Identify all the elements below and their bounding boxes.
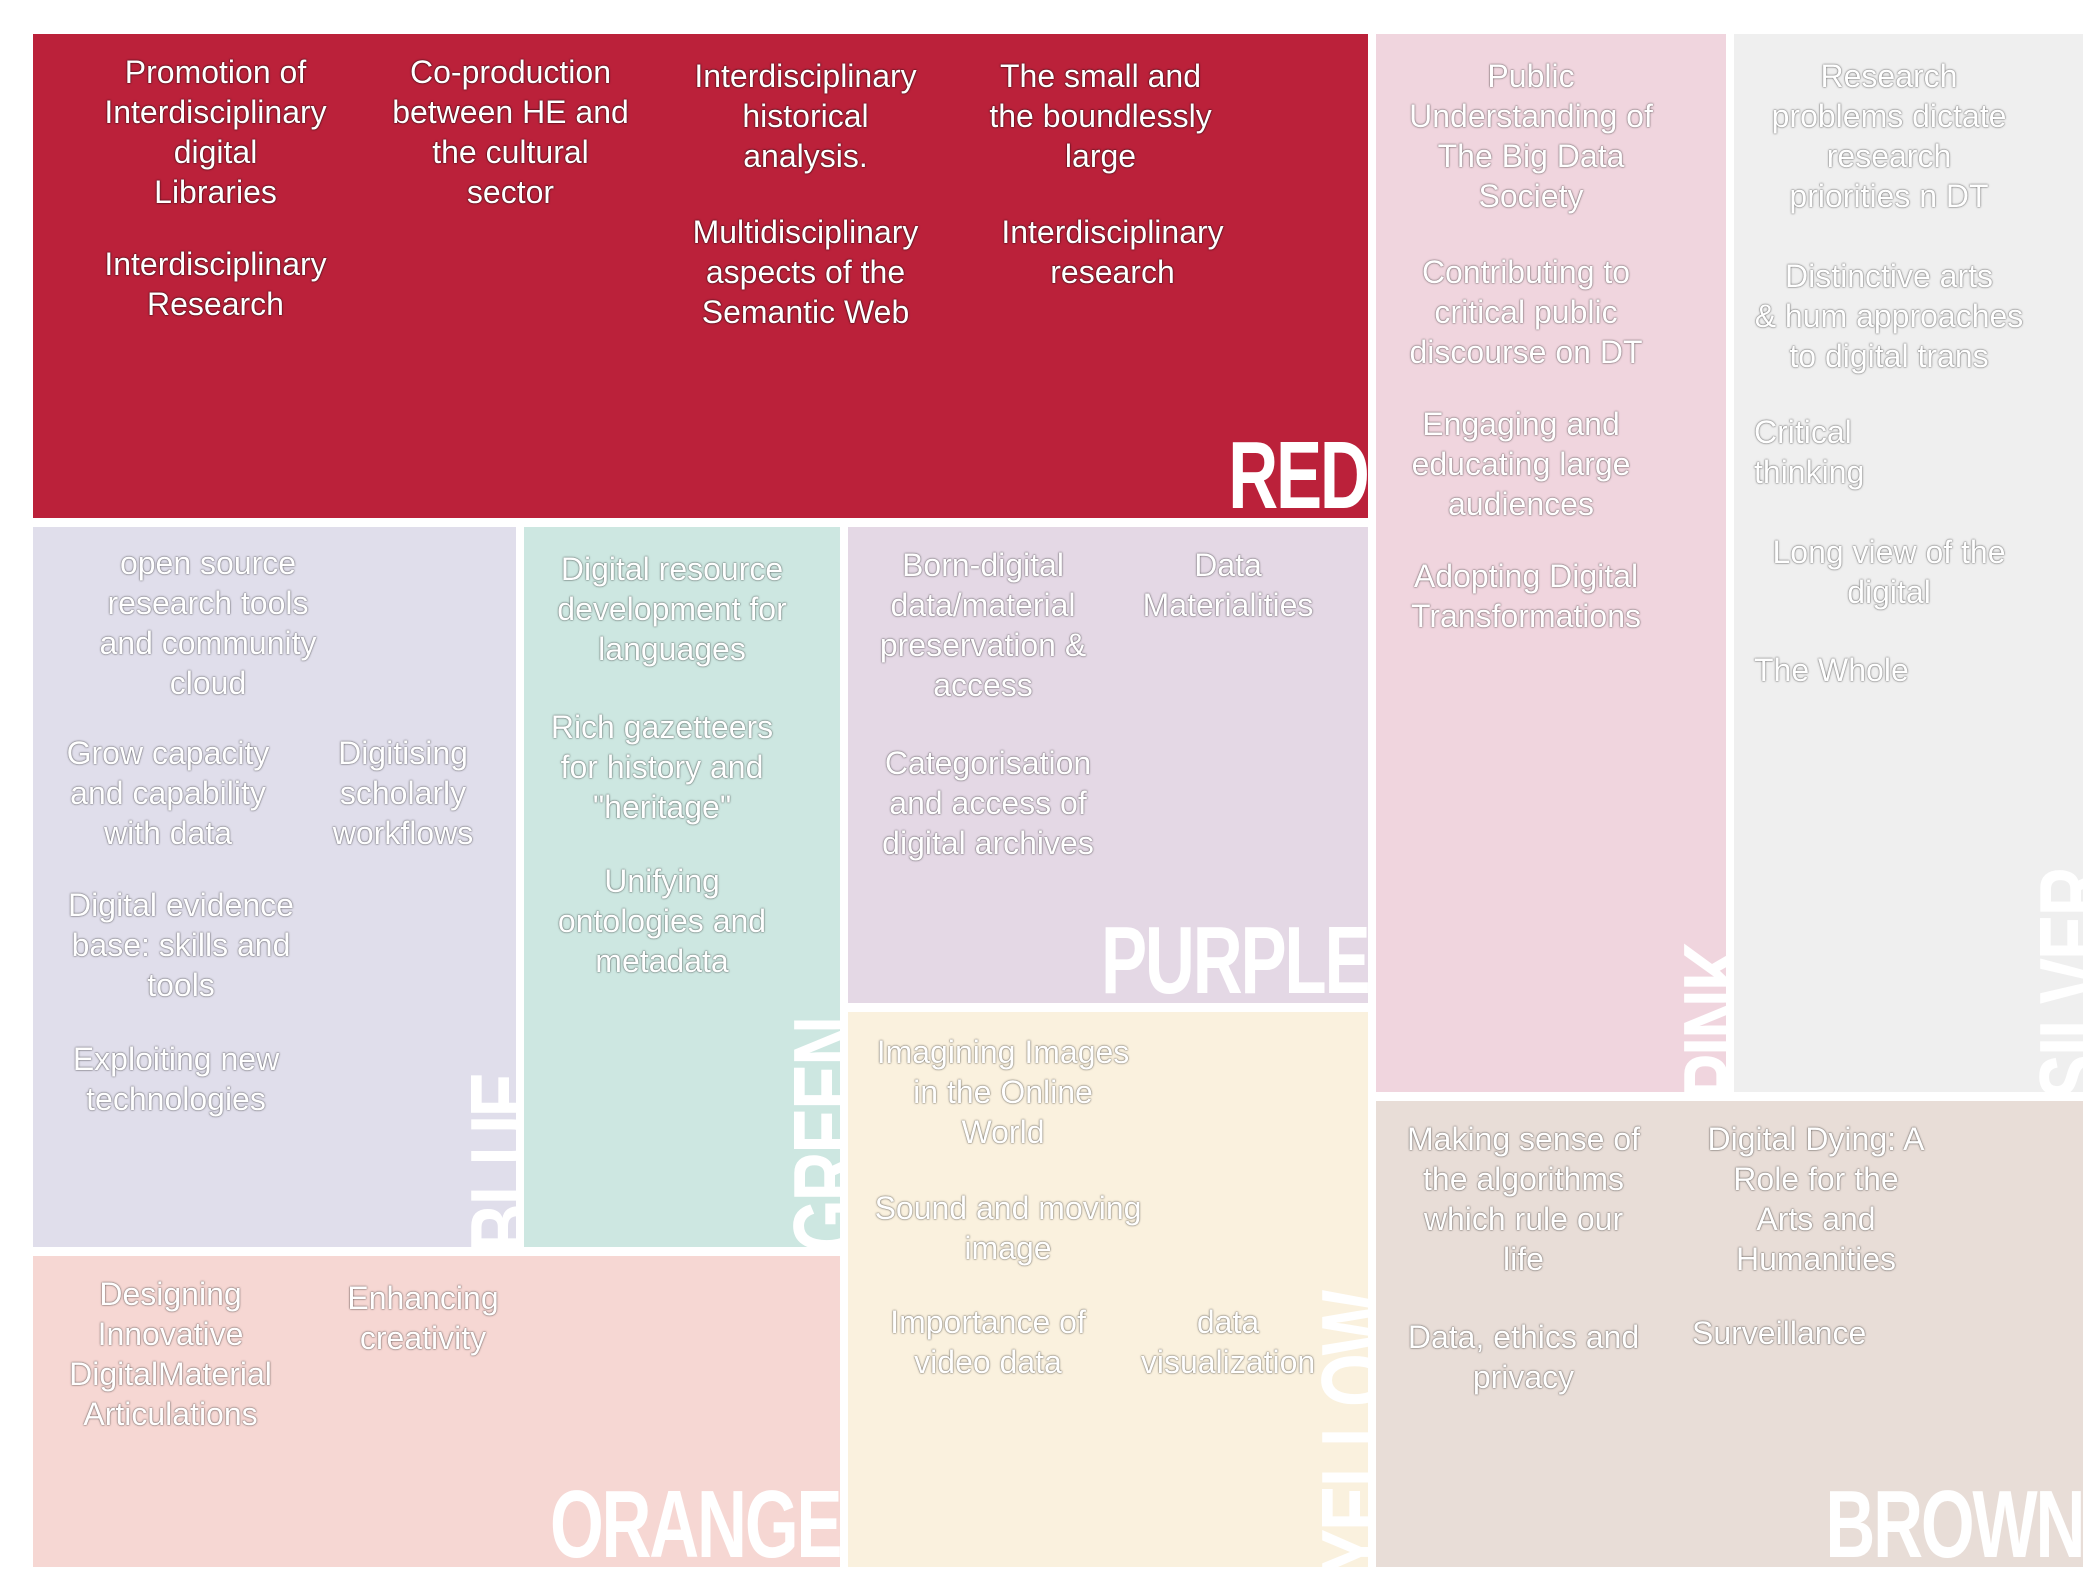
silver-label: SILVER [2020,868,2083,1092]
purple-item-1: Born-digital data/material preservation … [879,547,1087,703]
red-item-4: Interdisciplinary historical analysis. [694,58,917,174]
yellow-item-1: Imagining Images in the Online World [876,1034,1130,1150]
purple-item-2: Data Materialities [1142,547,1314,623]
orange-item-1: Designing Innovative DigitalMaterial Art… [69,1276,272,1432]
blue-item-3: Digitising scholarly workflows [332,735,474,851]
red-item-1: Promotion of Interdisciplinary digital L… [104,54,327,210]
orange-item-2: Enhancing creativity [347,1280,499,1356]
brown-item-1: Making sense of the algorithms which rul… [1406,1121,1640,1277]
pink-panel: Public Understanding of The Big Data Soc… [1376,34,1726,1092]
blue-label: BLUE [451,1073,516,1247]
green-panel: Digital resource development for languag… [524,527,840,1247]
silver-item-5: The Whole [1754,652,1909,688]
brown-item-4: Surveillance [1692,1315,1867,1351]
pink-item-3: Engaging and educating large audiences [1411,406,1631,522]
purple-label: PURPLE [1100,907,1368,1004]
red-item-6: The small and the boundlessly large [989,58,1212,174]
brown-label: BROWN [1825,1471,2083,1568]
silver-panel: Research problems dictate research prior… [1734,34,2083,1092]
orange-panel: Designing Innovative DigitalMaterial Art… [33,1256,840,1567]
yellow-label: YELLOW [1302,1292,1368,1567]
silver-item-1: Research problems dictate research prior… [1771,58,2007,214]
red-item-5: Multidisciplinary aspects of the Semanti… [692,214,919,330]
yellow-item-3: Importance of video data [890,1304,1086,1380]
purple-item-3: Categorisation and access of digital arc… [882,745,1094,861]
blue-panel: open source research tools and community… [33,527,516,1247]
yellow-panel: Imagining Images in the Online World Sou… [848,1012,1368,1567]
yellow-item-4: data visualization [1140,1304,1316,1380]
blue-item-2: Grow capacity and capability with data [66,735,270,851]
green-item-2: Rich gazetteers for history and "heritag… [550,709,774,825]
silver-item-4: Long view of the digital [1772,534,2006,610]
orange-label: ORANGE [549,1471,840,1568]
red-panel: Promotion of Interdisciplinary digital L… [33,34,1368,518]
pink-item-2: Contributing to critical public discours… [1409,254,1643,370]
red-item-2: Interdisciplinary Research [104,246,327,322]
pink-label: PINK [1664,943,1726,1092]
purple-panel: Born-digital data/material preservation … [848,527,1368,1003]
silver-item-2: Distinctive arts & hum approaches to dig… [1754,258,2024,374]
brown-item-2: Digital Dying: A Role for the Arts and H… [1707,1121,1925,1277]
green-item-1: Digital resource development for languag… [557,551,787,667]
blue-item-1: open source research tools and community… [99,545,317,701]
blue-item-4: Digital evidence base: skills and tools [68,887,294,1003]
green-item-3: Unifying ontologies and metadata [557,863,767,979]
blue-item-5: Exploiting new technologies [72,1041,280,1117]
pink-item-4: Adopting Digital Transformations [1411,558,1641,634]
red-item-3: Co-production between HE and the cultura… [392,54,629,210]
brown-item-3: Data, ethics and privacy [1407,1319,1640,1395]
pink-item-1: Public Understanding of The Big Data Soc… [1409,58,1653,214]
green-label: GREEN [774,1017,840,1247]
yellow-item-2: Sound and moving image [874,1190,1142,1266]
red-item-7: Interdisciplinary research [1001,214,1224,290]
brown-panel: Making sense of the algorithms which rul… [1376,1101,2083,1567]
silver-item-3: Critical thinking [1754,414,1865,490]
red-label: RED [1228,422,1368,519]
